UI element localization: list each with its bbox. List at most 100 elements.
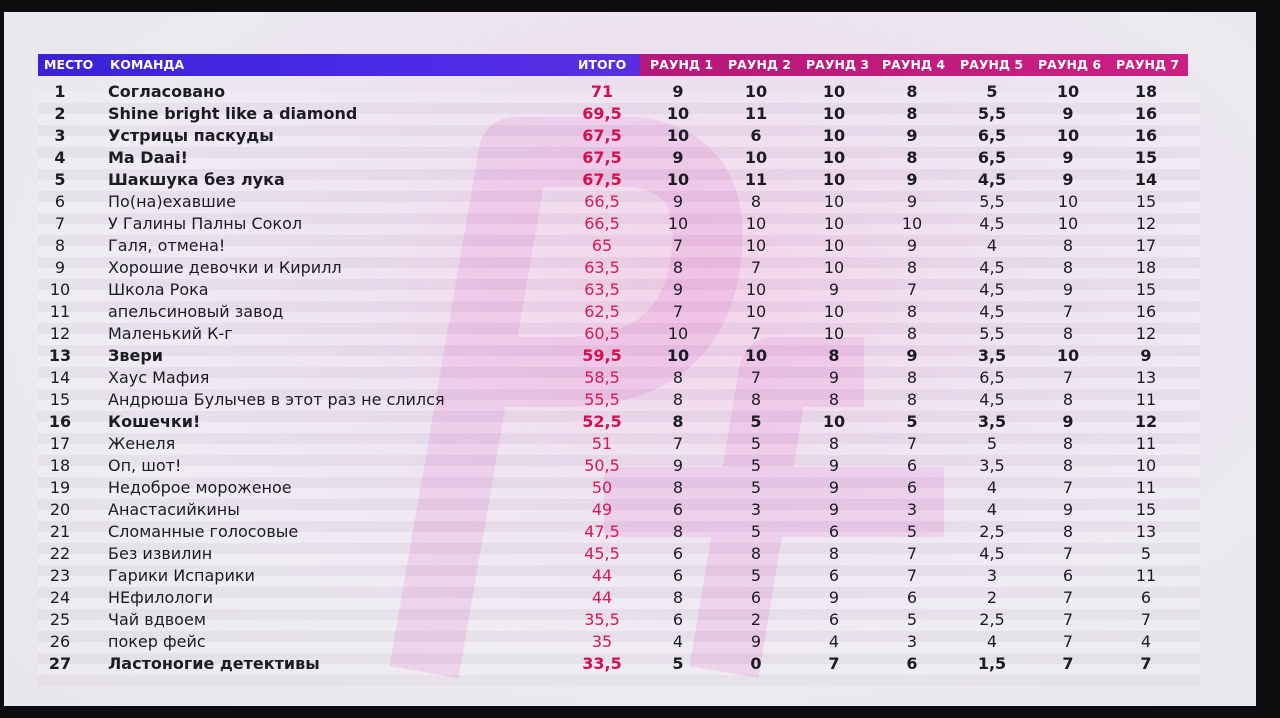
round-5-cell: 4 <box>986 236 998 255</box>
table-row: 15 Андрюша Булычев в этот раз не слился 55… <box>4 389 1256 411</box>
round-2-cell: 5 <box>750 522 762 541</box>
round-4-cell: 9 <box>906 126 918 145</box>
round-1-cell: 8 <box>672 588 684 607</box>
round-1-cell: 6 <box>672 500 684 519</box>
round-4-cell: 8 <box>906 104 918 123</box>
team-name-cell: Устрицы паскуды <box>108 126 274 145</box>
table-row: 21 Сломанные голосовые 47,5 8 5 6 5 2,5 8 13 <box>4 521 1256 543</box>
table-row: 7 У Галины Палны Сокол 66,5 10 10 10 10 4,5 10 12 <box>4 213 1256 235</box>
round-2-cell: 10 <box>745 236 767 255</box>
round-3-cell: 6 <box>828 522 840 541</box>
place-cell: 8 <box>54 236 66 255</box>
table-row: 8 Галя, отмена! 65 7 10 10 9 4 8 17 <box>4 235 1256 257</box>
round-6-cell: 10 <box>1056 126 1080 145</box>
round-7-cell: 17 <box>1135 236 1157 255</box>
team-name-cell: Гарики Испарики <box>108 566 255 585</box>
round-6-cell: 8 <box>1062 456 1074 475</box>
team-name-cell: Чай вдвоем <box>108 610 206 629</box>
round-2-cell: 11 <box>744 104 768 123</box>
round-6-cell: 9 <box>1062 280 1074 299</box>
table-row: 11 апельсиновый завод 62,5 7 10 10 8 4,5 7 16 <box>4 301 1256 323</box>
total-cell: 71 <box>590 82 614 101</box>
results-table: 1 Согласовано 71 9 10 10 8 5 10 18 2 Shine bright l… <box>4 12 1256 706</box>
total-cell: 66,5 <box>584 214 620 233</box>
place-cell: 1 <box>54 82 66 101</box>
round-6-cell: 9 <box>1062 148 1074 167</box>
team-name-cell: Согласовано <box>108 82 226 101</box>
round-5-cell: 4,5 <box>979 544 1005 563</box>
round-1-cell: 10 <box>667 214 689 233</box>
team-name-cell: Анастасийкины <box>108 500 240 519</box>
round-6-cell: 10 <box>1057 192 1079 211</box>
table-header: МЕСТО КОМАНДА ИТОГО РАУНД 1 РАУНД 2 РАУН… <box>38 54 1188 76</box>
round-2-cell: 6 <box>750 588 762 607</box>
round-5-cell: 5,5 <box>977 104 1007 123</box>
team-name-cell: Shine bright like a diamond <box>108 104 358 123</box>
round-6-cell: 7 <box>1062 632 1074 651</box>
round-6-cell: 7 <box>1062 544 1074 563</box>
round-4-cell: 7 <box>906 544 918 563</box>
round-1-cell: 8 <box>672 522 684 541</box>
total-cell: 49 <box>591 500 613 519</box>
round-6-cell: 6 <box>1062 566 1074 585</box>
table-row: 22 Без извилин 45,5 6 8 8 7 4,5 7 5 <box>4 543 1256 565</box>
round-3-cell: 8 <box>828 434 840 453</box>
total-cell: 67,5 <box>582 170 622 189</box>
total-cell: 35 <box>591 632 613 651</box>
round-5-cell: 4,5 <box>979 302 1005 321</box>
round-7-cell: 14 <box>1134 170 1158 189</box>
round-2-cell: 10 <box>744 148 768 167</box>
round-3-cell: 10 <box>823 258 845 277</box>
team-name-cell: Кошечки! <box>108 412 201 431</box>
round-6-cell: 9 <box>1062 170 1074 189</box>
total-cell: 50 <box>591 478 613 497</box>
total-cell: 47,5 <box>584 522 620 541</box>
total-cell: 63,5 <box>584 258 620 277</box>
place-cell: 25 <box>49 610 71 629</box>
team-name-cell: покер фейс <box>108 632 206 651</box>
team-name-cell: У Галины Палны Сокол <box>108 214 303 233</box>
table-row: 25 Чай вдвоем 35,5 6 2 6 5 2,5 7 7 <box>4 609 1256 631</box>
round-1-cell: 10 <box>666 346 690 365</box>
round-3-cell: 10 <box>823 192 845 211</box>
team-name-cell: Ma Daai! <box>108 148 188 167</box>
table-row: 16 Кошечки! 52,5 8 5 10 5 3,5 9 12 <box>4 411 1256 433</box>
place-cell: 18 <box>49 456 71 475</box>
round-7-cell: 12 <box>1135 324 1157 343</box>
round-4-cell: 9 <box>906 236 918 255</box>
round-2-cell: 5 <box>750 456 762 475</box>
round-4-cell: 9 <box>906 346 918 365</box>
total-cell: 63,5 <box>584 280 620 299</box>
round-3-cell: 6 <box>828 566 840 585</box>
round-2-cell: 7 <box>750 368 762 387</box>
team-name-cell: Звери <box>108 346 164 365</box>
round-3-cell: 10 <box>822 104 846 123</box>
scoreboard-screen: МЕСТО КОМАНДА ИТОГО РАУНД 1 РАУНД 2 РАУН… <box>4 12 1256 706</box>
round-1-cell: 10 <box>666 104 690 123</box>
round-7-cell: 5 <box>1140 544 1152 563</box>
round-3-cell: 9 <box>828 588 840 607</box>
round-6-cell: 8 <box>1062 258 1074 277</box>
round-3-cell: 8 <box>828 346 840 365</box>
round-3-cell: 7 <box>828 654 840 673</box>
header-round-7: РАУНД 7 <box>1116 57 1180 72</box>
team-name-cell: Галя, отмена! <box>108 236 226 255</box>
round-3-cell: 9 <box>828 456 840 475</box>
round-5-cell: 2,5 <box>979 522 1005 541</box>
table-row: 4 Ma Daai! 67,5 9 10 10 8 6,5 9 15 <box>4 147 1256 169</box>
round-7-cell: 15 <box>1135 500 1157 519</box>
round-6-cell: 8 <box>1062 236 1074 255</box>
header-round-1: РАУНД 1 <box>650 57 714 72</box>
round-3-cell: 8 <box>828 390 840 409</box>
round-1-cell: 5 <box>672 654 684 673</box>
place-cell: 11 <box>49 302 71 321</box>
total-cell: 69,5 <box>582 104 622 123</box>
round-6-cell: 9 <box>1062 104 1074 123</box>
round-2-cell: 10 <box>745 214 767 233</box>
round-5-cell: 3 <box>986 566 998 585</box>
round-5-cell: 2,5 <box>979 610 1005 629</box>
total-cell: 45,5 <box>584 544 620 563</box>
round-3-cell: 8 <box>828 544 840 563</box>
round-6-cell: 10 <box>1057 214 1079 233</box>
round-4-cell: 7 <box>906 434 918 453</box>
